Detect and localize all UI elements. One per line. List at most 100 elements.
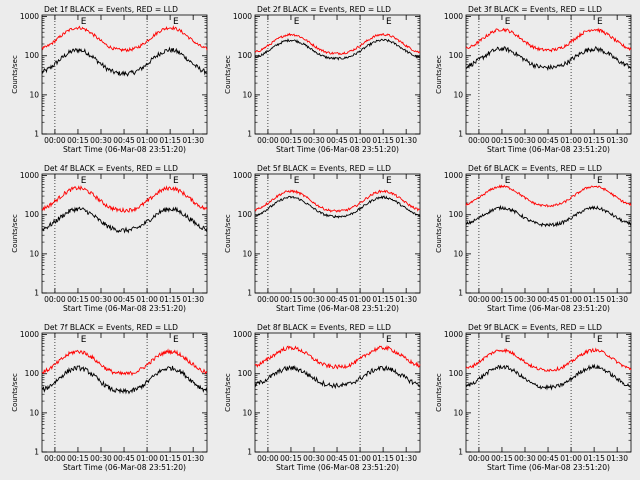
x-tick-label: 00:30 (514, 295, 536, 304)
y-tick-label: 1 (458, 130, 463, 139)
y-tick-label: 1 (34, 448, 39, 457)
y-axis-label: Counts/sec (11, 214, 19, 253)
events-series-line (254, 38, 421, 61)
x-tick-label: 00:45 (537, 454, 559, 463)
lld-series-line (465, 27, 632, 53)
x-tick-label: 01:30 (395, 454, 417, 463)
y-tick-label: 10 (29, 408, 39, 417)
x-tick-label: 00:00 (44, 454, 66, 463)
x-tick-label: 00:15 (280, 295, 302, 304)
y-tick-label: 100 (238, 210, 253, 219)
panel-det-8: Det 8f BLACK = Events, RED = LLD 1 10 100 10… (224, 323, 421, 472)
x-tick-label: 00:15 (67, 295, 89, 304)
y-tick-label: 10 (242, 408, 252, 417)
y-tick-label: 100 (238, 51, 253, 60)
y-tick-label: 10 (29, 90, 39, 99)
events-series-line (465, 363, 632, 391)
x-tick-label: 00:15 (67, 454, 89, 463)
x-axis-label: Start Time (06-Mar-08 23:51:20) (63, 463, 186, 472)
y-tick-label: 1 (458, 448, 463, 457)
panel-det-6: Det 6f BLACK = Events, RED = LLD 1 10 100 10… (435, 164, 632, 313)
x-tick-label: 00:45 (113, 454, 135, 463)
x-tick-label: 00:30 (90, 136, 112, 145)
x-tick-label: 00:00 (257, 454, 279, 463)
events-series-line (254, 195, 421, 219)
panel-title: Det 3f BLACK = Events, RED = LLD (468, 5, 602, 14)
x-tick-label: 00:00 (468, 136, 490, 145)
y-tick-label: 1 (247, 289, 252, 298)
y-tick-label: 1000 (20, 12, 39, 21)
x-tick-label: 01:00 (560, 454, 582, 463)
y-axis-label: Counts/sec (224, 373, 232, 412)
events-series-line (41, 46, 208, 77)
x-axis-label: Start Time (06-Mar-08 23:51:20) (276, 145, 399, 154)
y-tick-label: 1000 (444, 171, 463, 180)
x-tick-label: 00:15 (491, 454, 513, 463)
y-tick-label: 10 (453, 90, 463, 99)
lld-series-line (254, 344, 421, 370)
y-tick-label: 100 (25, 369, 40, 378)
x-tick-label: 01:30 (395, 136, 417, 145)
y-tick-label: 1 (247, 130, 252, 139)
y-tick-label: 1000 (233, 171, 252, 180)
y-axis-label: Counts/sec (11, 373, 19, 412)
x-tick-label: 01:30 (395, 295, 417, 304)
panel-det-3: Det 3f BLACK = Events, RED = LLD 1 10 100 10… (435, 5, 632, 154)
y-tick-label: 1000 (20, 171, 39, 180)
panel-det-5: Det 5f BLACK = Events, RED = LLD 1 10 100 10… (224, 164, 421, 313)
x-axis-label: Start Time (06-Mar-08 23:51:20) (487, 304, 610, 313)
x-tick-label: 00:00 (468, 454, 490, 463)
panel-det-4: Det 4f BLACK = Events, RED = LLD 1 10 100 10… (11, 164, 208, 313)
x-tick-label: 01:00 (349, 454, 371, 463)
x-tick-label: 01:15 (372, 136, 394, 145)
x-tick-label: 00:45 (113, 136, 135, 145)
y-tick-label: 1 (34, 130, 39, 139)
y-axis-label: Counts/sec (224, 55, 232, 94)
x-tick-label: 00:45 (537, 295, 559, 304)
panel-title: Det 2f BLACK = Events, RED = LLD (257, 5, 391, 14)
x-tick-label: 00:30 (303, 136, 325, 145)
x-tick-label: 00:15 (280, 136, 302, 145)
x-tick-label: 00:15 (67, 136, 89, 145)
x-tick-label: 01:00 (560, 136, 582, 145)
x-axis-label: Start Time (06-Mar-08 23:51:20) (63, 304, 186, 313)
panel-det-2: Det 2f BLACK = Events, RED = LLD 1 10 100 10… (224, 5, 421, 154)
y-axis-label: Counts/sec (435, 55, 443, 94)
lld-series-line (465, 184, 632, 208)
panel-title: Det 5f BLACK = Events, RED = LLD (257, 164, 391, 173)
e-marker-label: E (81, 176, 87, 186)
y-tick-label: 10 (242, 249, 252, 258)
x-tick-label: 00:00 (257, 295, 279, 304)
x-tick-label: 00:30 (303, 295, 325, 304)
x-tick-label: 00:45 (537, 136, 559, 145)
x-tick-label: 01:30 (606, 295, 628, 304)
x-axis-label: Start Time (06-Mar-08 23:51:20) (276, 304, 399, 313)
y-tick-label: 1 (458, 289, 463, 298)
y-tick-label: 1000 (444, 330, 463, 339)
y-tick-label: 1 (34, 289, 39, 298)
x-tick-label: 00:15 (491, 295, 513, 304)
panel-title: Det 8f BLACK = Events, RED = LLD (257, 323, 391, 332)
x-tick-label: 01:30 (182, 136, 204, 145)
x-tick-label: 00:30 (90, 295, 112, 304)
x-tick-label: 01:30 (606, 454, 628, 463)
x-tick-label: 00:15 (280, 454, 302, 463)
x-tick-label: 00:30 (514, 136, 536, 145)
y-tick-label: 1000 (233, 12, 252, 21)
x-tick-label: 01:00 (136, 136, 158, 145)
x-tick-label: 01:30 (182, 454, 204, 463)
plot-frame (41, 173, 208, 294)
e-marker-label: E (386, 176, 392, 186)
e-marker-label: E (173, 335, 179, 345)
x-tick-label: 01:15 (583, 454, 605, 463)
e-marker-label: E (81, 335, 87, 345)
plot-frame (465, 173, 632, 294)
x-tick-label: 00:30 (90, 454, 112, 463)
x-tick-label: 01:00 (560, 295, 582, 304)
e-marker-label: E (294, 17, 300, 27)
y-tick-label: 100 (25, 51, 40, 60)
events-series-line (465, 204, 632, 228)
x-tick-label: 00:15 (491, 136, 513, 145)
x-tick-label: 00:00 (44, 136, 66, 145)
